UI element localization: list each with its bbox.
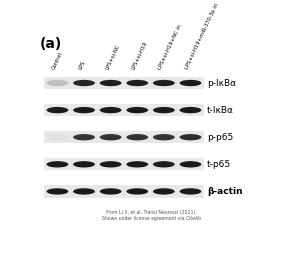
Ellipse shape (180, 161, 201, 167)
Bar (44, 185, 204, 198)
Ellipse shape (180, 188, 201, 195)
Ellipse shape (100, 107, 122, 113)
Ellipse shape (180, 80, 201, 86)
Bar (44, 77, 204, 89)
Ellipse shape (100, 134, 122, 140)
Ellipse shape (73, 134, 95, 140)
Bar (44, 131, 204, 143)
Ellipse shape (126, 107, 148, 113)
Ellipse shape (100, 188, 122, 195)
Ellipse shape (47, 161, 68, 167)
Text: t-p65: t-p65 (207, 160, 231, 169)
Ellipse shape (73, 161, 95, 167)
Ellipse shape (73, 80, 95, 86)
Bar (44, 158, 204, 170)
Ellipse shape (126, 80, 148, 86)
Text: β-actin: β-actin (207, 187, 242, 196)
Ellipse shape (180, 134, 201, 140)
Ellipse shape (47, 80, 68, 86)
Ellipse shape (100, 80, 122, 86)
Ellipse shape (47, 107, 68, 113)
Text: LPS+si-H19+NC in: LPS+si-H19+NC in (158, 23, 183, 70)
Bar (44, 104, 204, 116)
Text: From Li X, et al. Transl Neurosci (2021).
Shown under license agreement via Cite: From Li X, et al. Transl Neurosci (2021)… (102, 210, 200, 221)
Ellipse shape (47, 134, 68, 140)
Ellipse shape (153, 188, 175, 195)
Text: Control: Control (51, 51, 64, 70)
Text: p-p65: p-p65 (207, 133, 233, 142)
Ellipse shape (153, 161, 175, 167)
Ellipse shape (126, 161, 148, 167)
Ellipse shape (153, 134, 175, 140)
Ellipse shape (126, 134, 148, 140)
Text: (a): (a) (40, 37, 62, 51)
Ellipse shape (47, 188, 68, 195)
Ellipse shape (153, 107, 175, 113)
Text: LPS: LPS (78, 59, 86, 70)
Text: t-IκBα: t-IκBα (207, 106, 234, 115)
Ellipse shape (180, 107, 201, 113)
Ellipse shape (73, 107, 95, 113)
Text: LPS+si-H19+miR-370-3p in: LPS+si-H19+miR-370-3p in (184, 3, 219, 70)
Text: LPS+si-NC: LPS+si-NC (104, 43, 121, 70)
Text: p-IκBα: p-IκBα (207, 79, 236, 88)
Ellipse shape (73, 188, 95, 195)
Ellipse shape (153, 80, 175, 86)
Ellipse shape (100, 161, 122, 167)
Text: LPS+si-H19: LPS+si-H19 (131, 40, 149, 70)
Ellipse shape (126, 188, 148, 195)
